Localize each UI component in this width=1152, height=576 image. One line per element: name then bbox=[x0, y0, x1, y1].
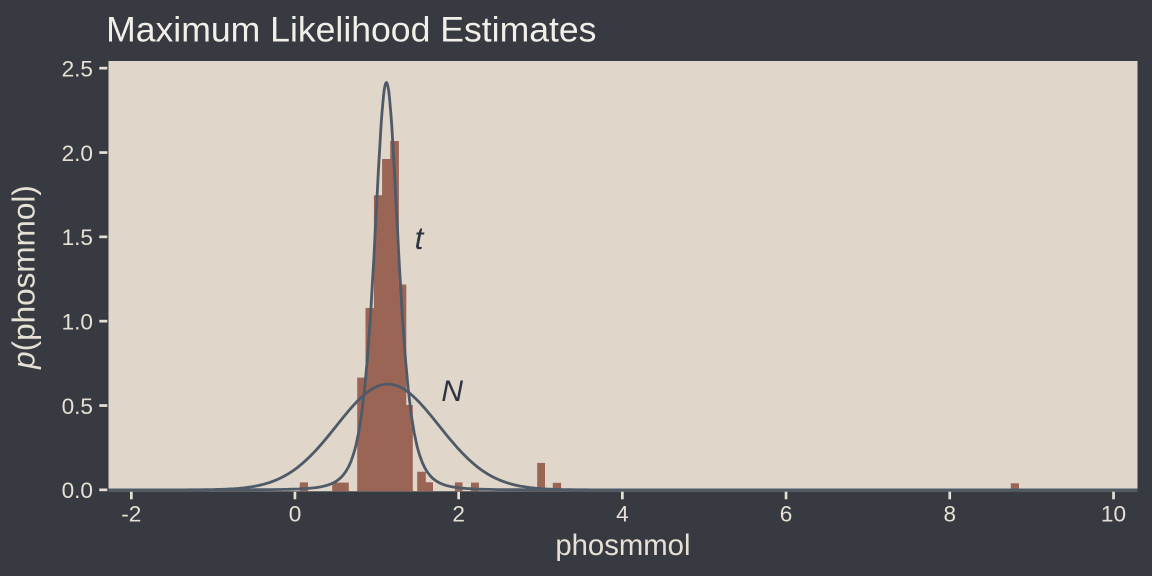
svg-text:0: 0 bbox=[289, 501, 302, 526]
svg-text:8: 8 bbox=[944, 501, 957, 526]
svg-text:0.5: 0.5 bbox=[62, 394, 93, 419]
svg-text:-2: -2 bbox=[121, 501, 141, 526]
svg-text:N: N bbox=[441, 375, 463, 408]
svg-text:2.5: 2.5 bbox=[62, 56, 93, 81]
svg-text:0.0: 0.0 bbox=[62, 478, 93, 503]
svg-text:2: 2 bbox=[452, 501, 465, 526]
svg-text:t: t bbox=[415, 220, 425, 256]
svg-text:4: 4 bbox=[616, 501, 629, 526]
svg-text:Maximum Likelihood Estimates: Maximum Likelihood Estimates bbox=[106, 10, 596, 50]
svg-text:1.5: 1.5 bbox=[62, 225, 93, 250]
svg-text:1.0: 1.0 bbox=[62, 310, 93, 335]
svg-text:2.0: 2.0 bbox=[62, 141, 93, 166]
svg-text:10: 10 bbox=[1101, 501, 1126, 526]
svg-text:phosmmol: phosmmol bbox=[555, 529, 690, 562]
svg-text:6: 6 bbox=[780, 501, 793, 526]
svg-text:p(phosmmol): p(phosmmol) bbox=[6, 185, 42, 370]
